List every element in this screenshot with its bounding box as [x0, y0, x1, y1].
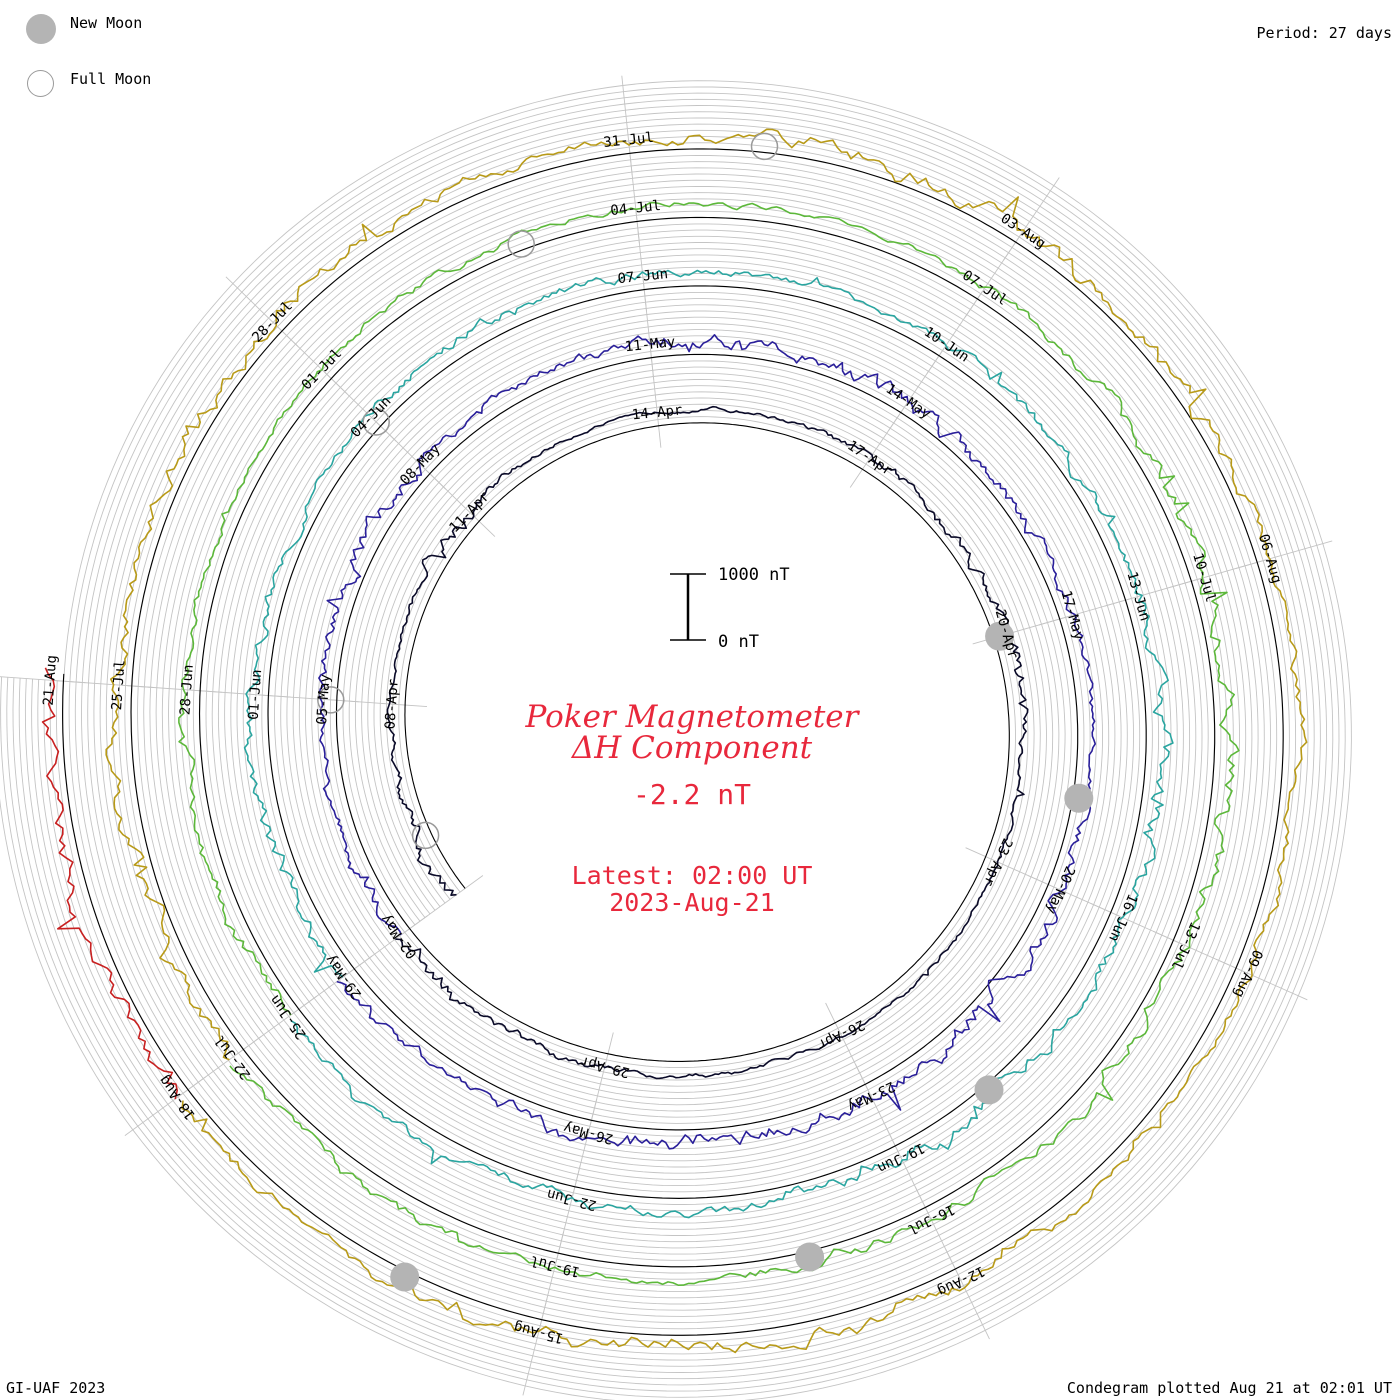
- date-tick-label: 10-Jun: [921, 324, 972, 366]
- date-tick-label: 17-May: [1057, 589, 1086, 642]
- date-tick-label: 10-Jul: [1189, 551, 1218, 604]
- baseline-spiral: [62, 148, 1284, 1336]
- grid-radial-line: [124, 1076, 207, 1136]
- full-moon-marker: [507, 230, 535, 258]
- grid-radial-line: [522, 1298, 548, 1396]
- date-tick-label: 14-May: [883, 381, 934, 423]
- date-tick-label: 11-Apr: [446, 489, 493, 536]
- date-tick-label: 17-Apr: [844, 438, 895, 480]
- scale-bar: 1000 nT 0 nT: [670, 565, 790, 652]
- grid-radial-line: [225, 276, 299, 347]
- date-tick-label: 07-Jul: [959, 267, 1010, 309]
- date-tick-label: 05-May: [314, 674, 333, 726]
- full-moon-icon: [27, 70, 54, 97]
- full-moon-marker: [317, 686, 345, 714]
- grid-radial-line: [1215, 958, 1308, 1001]
- date-tick-label: 31-Jul: [603, 130, 655, 151]
- new-moon-icon: [26, 14, 56, 44]
- footer-credit: GI-UAF 2023: [6, 1379, 106, 1397]
- date-tick-label: 14-Apr: [631, 402, 683, 423]
- date-tick-label: 09-Aug: [1230, 947, 1265, 1000]
- grid-radial-line: [945, 1249, 990, 1340]
- date-tick-label: 07-Jun: [617, 266, 669, 287]
- latest-date: 2023-Aug-21: [609, 888, 775, 917]
- full-moon-marker: [362, 408, 390, 436]
- date-tick-label: 01-Jun: [246, 669, 265, 721]
- series-trace: [41, 667, 178, 1100]
- date-tick-label: 08-Apr: [382, 678, 401, 730]
- new-moon-marker: [390, 1262, 420, 1292]
- grid-radial-line: [1235, 540, 1333, 569]
- center-title-block: Poker Magnetometer ΔH Component -2.2 nT …: [525, 699, 861, 917]
- period-label: Period: 27 days: [1256, 24, 1392, 42]
- new-moon-marker: [985, 621, 1015, 651]
- full-moon-marker: [411, 821, 440, 850]
- date-tick-label: 11-May: [624, 334, 676, 355]
- date-tick-label: 04-Jul: [610, 198, 662, 219]
- series-trace: [243, 269, 1174, 1219]
- new-moon-marker: [795, 1242, 825, 1272]
- date-tick-label: 21-Aug: [41, 655, 60, 707]
- chart-subtitle: ΔH Component: [571, 730, 813, 766]
- date-tick-label: 03-Aug: [997, 211, 1048, 253]
- grid-radial-line: [1003, 177, 1060, 261]
- full-moon-marker: [750, 132, 779, 161]
- full-moon-legend-label: Full Moon: [70, 70, 152, 88]
- series-trace: [105, 128, 1308, 1354]
- new-moon-marker: [1064, 783, 1094, 813]
- current-value: -2.2 nT: [633, 778, 751, 811]
- series-trace: [318, 334, 1096, 1150]
- scale-bar-bottom-label: 0 nT: [718, 632, 759, 652]
- series-trace: [178, 201, 1240, 1286]
- date-tick-label: 28-Jun: [177, 664, 196, 716]
- date-tick-label: 13-Jun: [1123, 570, 1152, 623]
- moon-layer: [317, 132, 1094, 1292]
- new-moon-marker: [974, 1075, 1004, 1105]
- date-tick-label: 06-Aug: [1255, 532, 1284, 585]
- chart-title: Poker Magnetometer: [525, 699, 861, 735]
- scale-bar-top-label: 1000 nT: [718, 565, 790, 585]
- latest-time: Latest: 02:00 UT: [572, 861, 813, 890]
- series-trace: [386, 405, 1029, 1080]
- footer-plot-time: Condegram plotted Aug 21 at 02:01 UT: [1066, 1379, 1392, 1397]
- grid-radial-line: [0, 676, 86, 684]
- date-tick-label: 25-Jul: [109, 659, 128, 711]
- series-layer: [41, 128, 1308, 1354]
- new-moon-legend-label: New Moon: [70, 14, 143, 32]
- grid-radial-line: [621, 75, 633, 176]
